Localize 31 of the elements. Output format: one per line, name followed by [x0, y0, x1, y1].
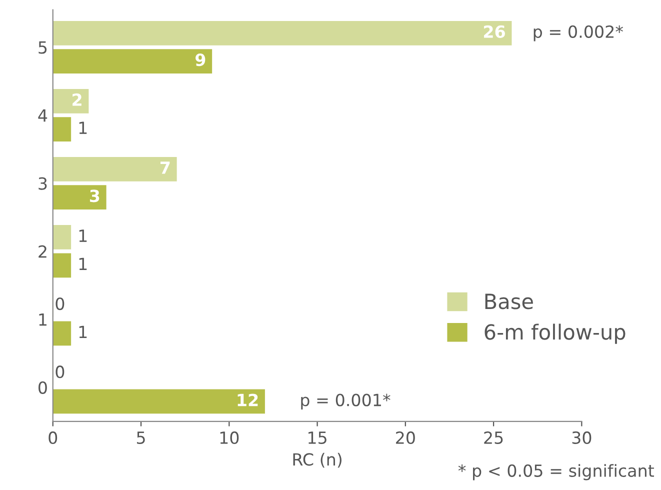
data-label: 12 — [238, 394, 258, 406]
data-label: 9 — [196, 54, 206, 66]
annotation: p = 0.002* — [534, 25, 624, 42]
y-tick-label: 0 — [38, 381, 47, 394]
data-label: 1 — [79, 258, 87, 270]
y-tick-label: 2 — [38, 245, 46, 258]
x-axis-title: RC (n) — [293, 452, 342, 468]
data-label: 0 — [56, 366, 64, 378]
data-label: 1 — [79, 230, 87, 242]
x-tick-label: 25 — [484, 431, 503, 444]
y-tick-label: 5 — [38, 41, 47, 54]
x-tick-label: 0 — [48, 431, 58, 444]
legend-label: Base — [485, 294, 533, 310]
data-label: 7 — [160, 162, 170, 174]
x-tick-label: 10 — [220, 431, 239, 444]
data-label: 3 — [90, 190, 100, 202]
x-tick-label: 20 — [396, 431, 415, 444]
x-tick-label: 30 — [572, 431, 592, 444]
text: * p < 0.05 = significant — [458, 464, 654, 480]
legend-label: 6-m follow-up — [484, 324, 626, 344]
y-tick-label: 3 — [38, 177, 47, 190]
data-label: 26 — [484, 25, 505, 38]
y-tick-label: 4 — [38, 109, 48, 122]
data-label: 2 — [72, 93, 82, 106]
x-tick-label: 5 — [137, 432, 145, 444]
data-label: 1 — [79, 326, 87, 338]
data-label: 0 — [56, 297, 64, 310]
data-label: 1 — [79, 122, 87, 134]
annotation: p = 0.001* — [301, 394, 390, 410]
x-tick-label: 15 — [308, 432, 326, 444]
y-tick-label: 1 — [39, 314, 46, 326]
